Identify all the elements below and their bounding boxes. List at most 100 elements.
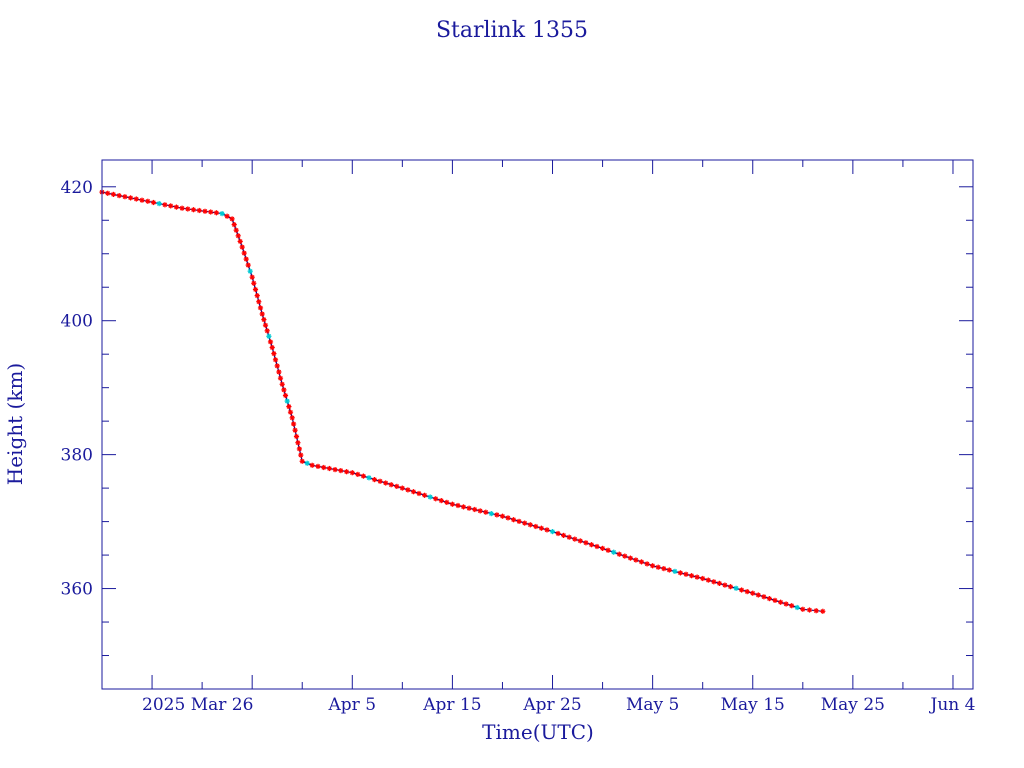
observation-marker (449, 501, 455, 507)
x-axis-label: Time(UTC) (482, 720, 594, 744)
observation-marker (326, 465, 332, 472)
observation-marker (264, 328, 270, 334)
marker-stroke (162, 202, 168, 208)
observation-marker (583, 540, 589, 546)
x-tick-label: Apr 25 (522, 695, 581, 715)
observation-marker (472, 506, 478, 513)
marker-stroke (639, 559, 644, 565)
observation-marker (261, 317, 267, 323)
observation-marker (806, 607, 813, 613)
observation-marker (247, 268, 253, 274)
marker-stroke (269, 345, 275, 350)
marker-stroke (283, 393, 288, 398)
observation-marker (399, 485, 405, 491)
observation-marker (251, 280, 257, 286)
observation-marker (694, 574, 700, 580)
observation-marker (422, 492, 428, 498)
observation-marker (289, 415, 295, 421)
marker-stroke (185, 206, 191, 212)
observation-marker (116, 193, 122, 199)
marker-stroke (268, 339, 273, 345)
observation-marker (533, 523, 539, 530)
observation-marker (744, 588, 750, 595)
marker-stroke (251, 281, 257, 286)
chart-title: Starlink 1355 (436, 18, 588, 43)
marker-stroke (422, 493, 427, 498)
observation-marker (266, 333, 272, 339)
observation-marker (383, 480, 389, 486)
observation-marker (179, 205, 185, 211)
observation-marker (594, 543, 600, 550)
observation-marker (733, 585, 739, 591)
marker-stroke (239, 244, 245, 250)
observation-marker (281, 387, 287, 393)
observation-marker (605, 547, 611, 553)
observation-marker (633, 557, 639, 563)
x-tick-label: 2025 Mar 26 (142, 695, 253, 715)
marker-stroke (772, 598, 778, 603)
marker-stroke (231, 222, 237, 227)
marker-stroke (444, 500, 450, 505)
marker-stroke (191, 207, 196, 212)
marker-stroke (298, 452, 304, 458)
observation-marker (110, 191, 117, 197)
marker-stroke (411, 489, 416, 494)
marker-stroke (561, 533, 566, 538)
observation-marker (293, 433, 300, 440)
observation-marker (483, 509, 489, 515)
marker-stroke (254, 293, 260, 298)
observation-marker (245, 262, 251, 268)
marker-stroke (483, 509, 489, 515)
y-tick-label: 420 (61, 178, 93, 198)
marker-stroke (511, 517, 516, 522)
observation-marker (738, 587, 745, 593)
marker-stroke (202, 209, 208, 214)
marker-stroke (139, 197, 145, 203)
observation-marker (560, 532, 567, 539)
marker-stroke (767, 596, 772, 601)
marker-stroke (233, 227, 239, 233)
observation-marker (344, 469, 350, 475)
marker-stroke (229, 216, 235, 222)
marker-stroke (292, 427, 298, 433)
observation-marker (128, 195, 134, 201)
observation-marker (239, 244, 245, 250)
observation-marker (355, 471, 361, 477)
marker-stroke (383, 480, 388, 486)
marker-stroke (416, 491, 422, 496)
y-tick-label: 360 (61, 580, 93, 600)
marker-stroke (450, 501, 455, 507)
observation-marker (488, 510, 494, 517)
marker-stroke (321, 465, 326, 470)
observation-marker (705, 577, 711, 583)
marker-stroke (289, 415, 295, 421)
marker-stroke (350, 470, 355, 475)
marker-stroke (711, 579, 717, 585)
observation-marker (388, 482, 394, 488)
observation-marker (304, 460, 310, 466)
height-line (101, 191, 823, 612)
marker-stroke (116, 193, 122, 198)
observation-marker (262, 322, 269, 328)
marker-stroke (605, 548, 611, 553)
marker-stroke (259, 311, 265, 317)
observation-marker (257, 305, 264, 311)
marker-stroke (427, 494, 433, 500)
marker-stroke (245, 262, 251, 268)
observation-marker (460, 504, 467, 510)
marker-stroke (578, 538, 583, 544)
observation-marker (287, 409, 294, 415)
observation-marker (588, 542, 595, 548)
marker-stroke (344, 469, 349, 474)
observation-marker (677, 570, 684, 576)
marker-stroke (134, 196, 139, 202)
marker-stroke (611, 549, 616, 555)
marker-stroke (197, 208, 202, 213)
marker-stroke (247, 268, 253, 274)
series-layer (99, 189, 826, 614)
marker-stroke (400, 485, 405, 491)
plot-frame (101, 159, 974, 690)
observation-marker (332, 467, 338, 473)
marker-stroke (789, 603, 794, 608)
